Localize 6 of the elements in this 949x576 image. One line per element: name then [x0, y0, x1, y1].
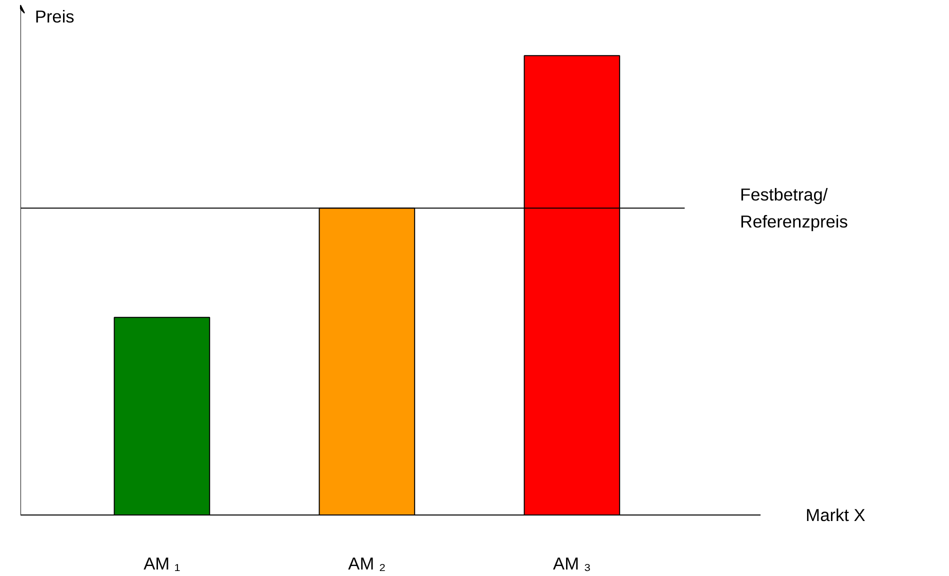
x-tick-label: AM ₃	[553, 554, 591, 574]
x-axis-title: Markt X	[806, 504, 866, 525]
ref-line-label: Festbetrag/ Referenzpreis	[740, 184, 848, 232]
x-tick-label: AM ₁	[144, 554, 180, 574]
x-tick-label: AM ₂	[348, 554, 386, 574]
y-axis-title: Preis	[34, 6, 75, 27]
